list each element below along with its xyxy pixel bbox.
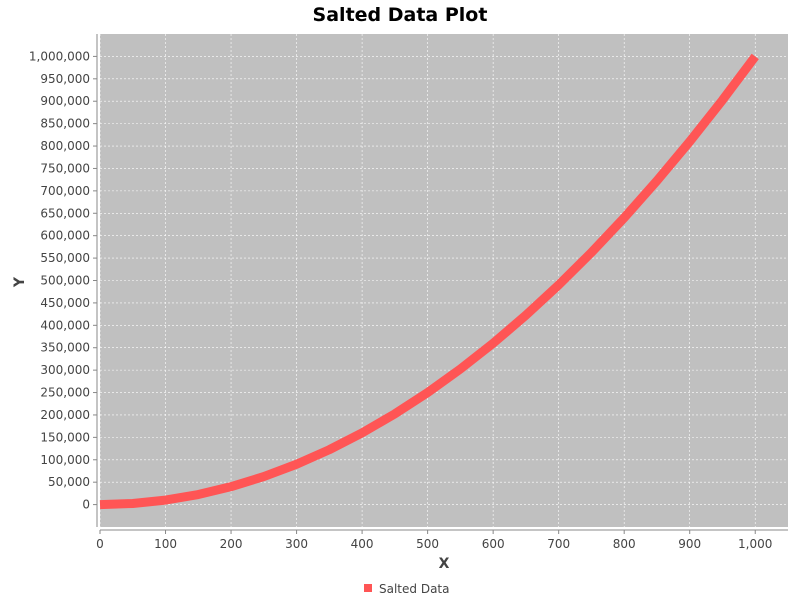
y-tick-label: 600,000 (40, 229, 90, 243)
y-tick-label: 950,000 (40, 72, 90, 86)
y-tick-label: 400,000 (40, 318, 90, 332)
y-tick-label: 700,000 (40, 184, 90, 198)
legend: Salted Data (364, 582, 449, 596)
y-tick-label: 500,000 (40, 274, 90, 288)
x-axis-ticks: 0 100 200 300 400 500 600 700 800 900 1,000 (96, 530, 772, 551)
y-tick-label: 250,000 (40, 386, 90, 400)
legend-swatch (364, 584, 372, 592)
y-tick-label: 900,000 (40, 94, 90, 108)
chart-title: Salted Data Plot (313, 4, 488, 26)
y-tick-label: 350,000 (40, 341, 90, 355)
y-tick-label: 750,000 (40, 161, 90, 175)
y-tick-label: 0 (82, 498, 90, 512)
x-tick-label: 1,000 (738, 537, 772, 551)
x-tick-label: 200 (220, 537, 243, 551)
y-tick-label: 450,000 (40, 296, 90, 310)
y-tick-label: 100,000 (40, 453, 90, 467)
legend-label: Salted Data (379, 582, 449, 596)
series-layer (99, 53, 759, 510)
grid-lines (99, 34, 788, 527)
x-tick-label: 400 (351, 537, 374, 551)
y-axis-ticks: 0 50,000 100,000 150,000 200,000 250,000 300,0… (29, 49, 97, 512)
y-tick-label: 200,000 (40, 408, 90, 422)
y-tick-label: 800,000 (40, 139, 90, 153)
y-tick-label: 150,000 (40, 430, 90, 444)
y-tick-label: 1,000,000 (29, 49, 90, 63)
y-tick-label: 300,000 (40, 363, 90, 377)
y-tick-label: 550,000 (40, 251, 90, 265)
x-tick-label: 500 (416, 537, 439, 551)
y-tick-label: 850,000 (40, 117, 90, 131)
x-tick-label: 0 (96, 537, 104, 551)
x-tick-label: 100 (154, 537, 177, 551)
y-axis-title: Y (12, 276, 28, 288)
x-tick-label: 900 (678, 537, 701, 551)
x-tick-label: 700 (547, 537, 570, 551)
y-tick-label: 650,000 (40, 206, 90, 220)
series-line (99, 53, 759, 510)
x-tick-label: 800 (613, 537, 636, 551)
x-tick-label: 300 (285, 537, 308, 551)
x-axis-title: X (439, 556, 450, 572)
y-tick-label: 50,000 (48, 475, 90, 489)
x-tick-label: 600 (482, 537, 505, 551)
